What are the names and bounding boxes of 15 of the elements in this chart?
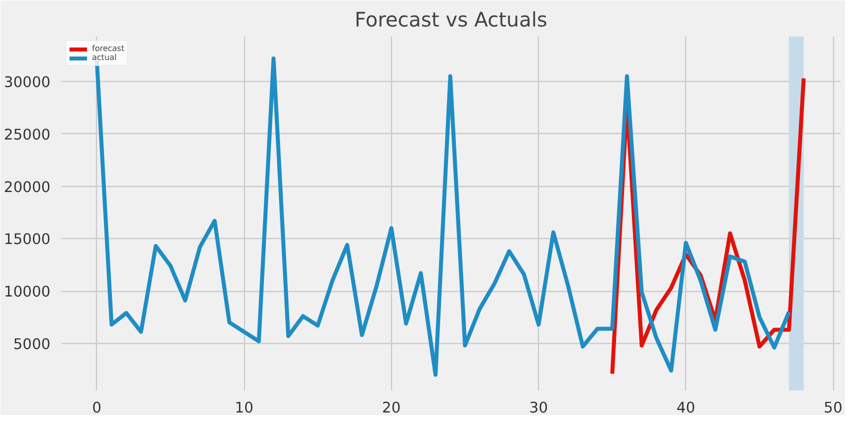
x-tick-label: 20 [382, 400, 401, 416]
y-tick-label: 5000 [13, 336, 51, 353]
legend-label: actual [92, 53, 117, 62]
x-tick-label: 40 [676, 400, 696, 416]
y-tick-label: 15000 [4, 231, 50, 248]
y-tick-label: 25000 [4, 126, 50, 144]
y-tick-label: 20000 [4, 178, 50, 196]
x-tick-label: 30 [529, 400, 548, 416]
y-tick-label: 30000 [4, 74, 50, 92]
x-tick-label: 10 [234, 400, 254, 416]
x-tick-label: 0 [92, 400, 102, 416]
chart-title: Forecast vs Actuals [354, 8, 548, 32]
x-tick-label: 50 [824, 400, 842, 416]
legend-label: forecast [92, 44, 124, 53]
y-tick-label: 10000 [4, 284, 50, 301]
